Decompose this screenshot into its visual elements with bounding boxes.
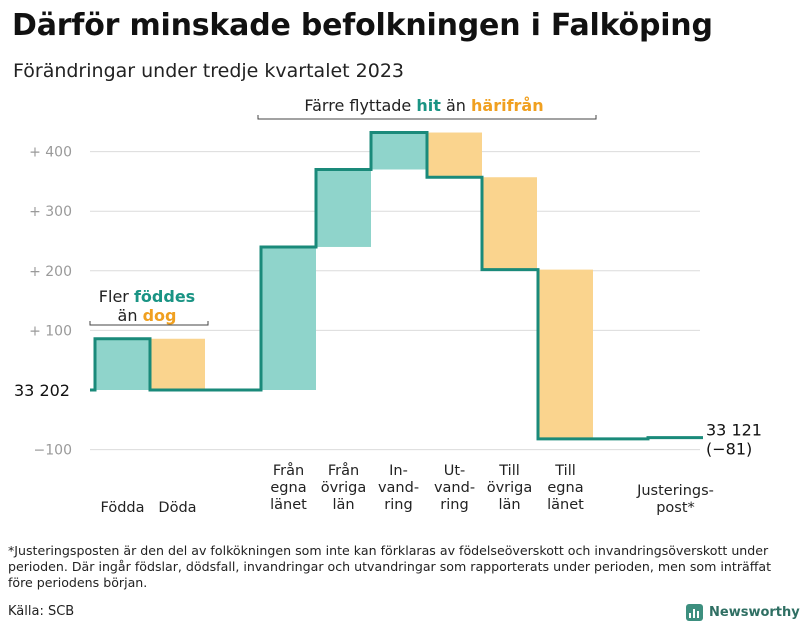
chart-subtitle: Förändringar under tredje kvartalet 2023 — [13, 60, 405, 82]
category-label: länet — [547, 497, 584, 513]
y-tick-label: + 200 — [29, 264, 72, 280]
category-label: övriga — [487, 480, 533, 496]
annotation-migration-segment: Färre flyttade — [304, 96, 416, 115]
category-label: Från — [328, 462, 359, 479]
category-label: vand- — [434, 480, 475, 496]
category-label: Döda — [158, 500, 196, 516]
annotation-migration-segment: härifrån — [471, 96, 544, 115]
end-value-label: 33 121 — [706, 421, 762, 440]
annotation-births: än dog — [118, 306, 177, 325]
waterfall-bar — [371, 132, 426, 170]
category-label: ring — [440, 497, 468, 513]
category-label: post* — [656, 500, 695, 516]
category-label: länet — [270, 497, 307, 513]
waterfall-bar — [150, 338, 205, 390]
y-tick-label: + 300 — [29, 204, 72, 220]
annotation-migration-segment: än — [441, 96, 471, 115]
category-label: Till — [498, 463, 520, 479]
annotation-migration-segment: hit — [416, 96, 441, 115]
category-label: Från — [273, 462, 304, 479]
category-label: Till — [554, 463, 576, 479]
category-label: egna — [547, 480, 583, 496]
brand-logo: Newsworthy — [686, 604, 800, 621]
waterfall-step-line — [90, 131, 703, 441]
brand-name: Newsworthy — [709, 605, 800, 620]
waterfall-bar — [95, 338, 150, 390]
category-label: län — [498, 497, 520, 513]
waterfall-bar — [538, 269, 593, 439]
waterfall-bar — [316, 169, 371, 247]
chart-title: Därför minskade befolkningen i Falköping — [12, 8, 713, 43]
annotation-births-segment: än — [118, 306, 143, 325]
bar-chart-logo-icon — [686, 604, 703, 621]
end-change-label: (−81) — [706, 440, 752, 459]
footnote: *Justeringsposten är den del av folkökni… — [8, 543, 772, 590]
annotation-births: Fler föddes — [99, 287, 195, 306]
category-label: vand- — [378, 480, 419, 496]
waterfall-bar — [427, 132, 482, 178]
source-label: Källa: SCB — [8, 604, 75, 619]
category-label: ring — [384, 497, 412, 513]
y-tick-label: −100 — [34, 443, 72, 459]
category-label: övriga — [321, 480, 367, 496]
category-label: Födda — [101, 500, 145, 516]
category-label: län — [332, 497, 354, 513]
category-label: In- — [389, 463, 408, 479]
category-label: Justerings- — [636, 483, 714, 499]
category-label: Ut- — [444, 463, 466, 479]
annotation-bracket-births — [89, 321, 209, 326]
waterfall-bar — [261, 246, 316, 390]
annotation-migration: Färre flyttade hit än härifrån — [304, 96, 543, 115]
start-value-label: 33 202 — [14, 381, 70, 400]
y-tick-label: + 100 — [29, 323, 72, 339]
waterfall-bar — [482, 177, 537, 270]
annotation-births-segment: dog — [143, 306, 177, 325]
annotation-births-segment: Fler — [99, 287, 134, 306]
y-tick-label: + 400 — [29, 145, 72, 161]
annotation-bracket-migration — [257, 115, 597, 120]
category-label: egna — [270, 480, 306, 496]
annotation-births-segment: föddes — [134, 287, 195, 306]
